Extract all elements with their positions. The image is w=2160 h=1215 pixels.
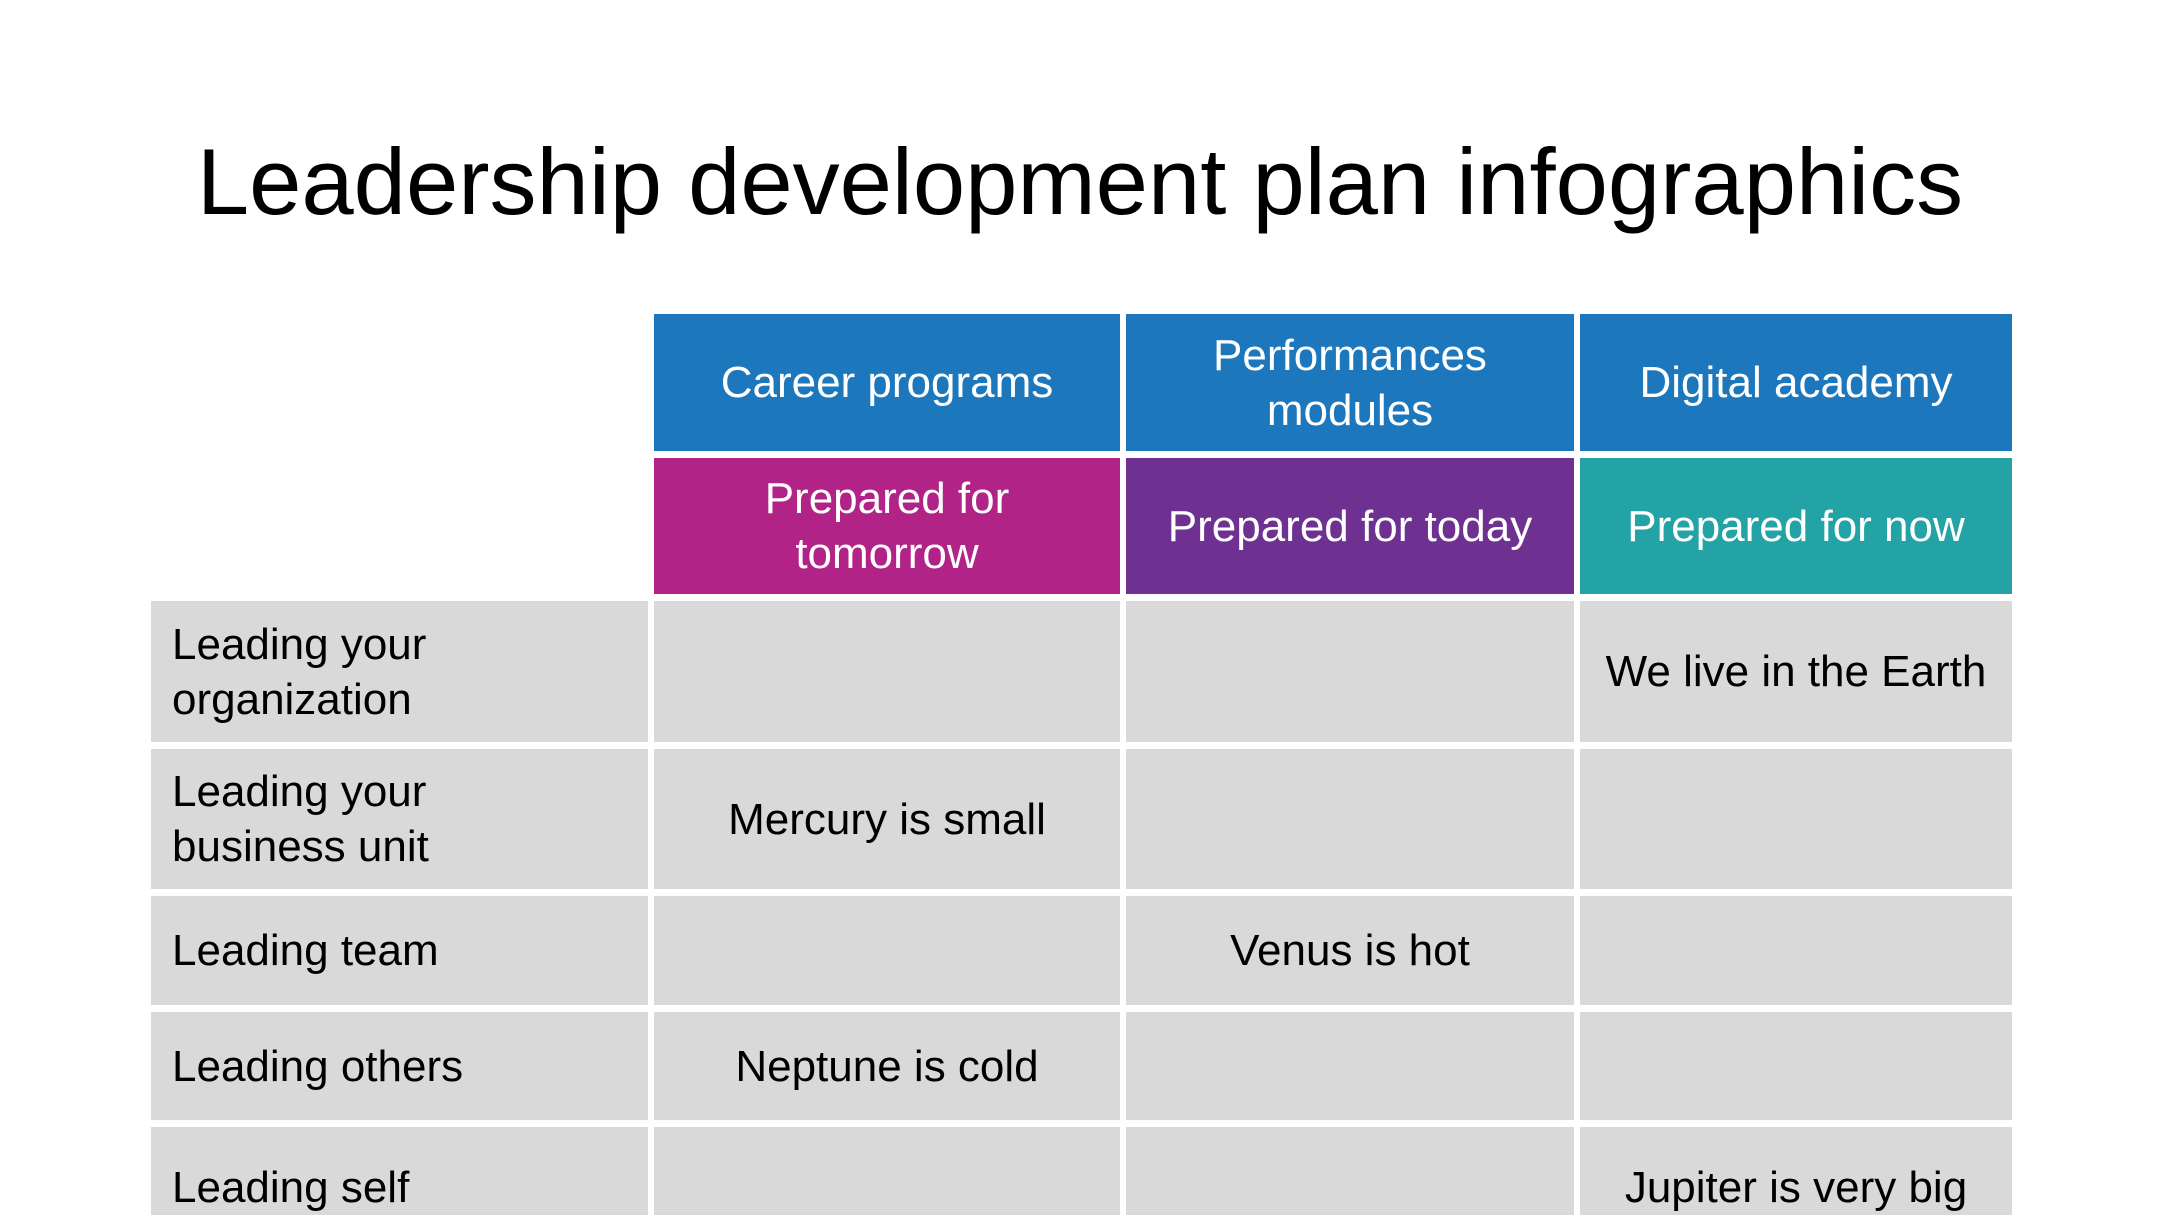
slide-title[interactable]: Leadership development plan infographics: [196, 129, 1964, 234]
development-plan-table: Career programs Performances modules Dig…: [151, 314, 2012, 1215]
row-label-leading-others[interactable]: Leading others: [151, 1012, 648, 1120]
matrix-cell-r2c1[interactable]: Mercury is small: [654, 749, 1120, 889]
subheader-prepared-for-tomorrow[interactable]: Prepared for tomorrow: [654, 458, 1120, 594]
column-header-career-programs[interactable]: Career programs: [654, 314, 1120, 451]
matrix-cell-r4c3[interactable]: [1580, 1012, 2012, 1120]
matrix-cell-r4c2[interactable]: [1126, 1012, 1574, 1120]
subheader-prepared-for-today[interactable]: Prepared for today: [1126, 458, 1574, 594]
matrix-cell-r2c2[interactable]: [1126, 749, 1574, 889]
row-label-leading-self[interactable]: Leading self: [151, 1127, 648, 1215]
matrix-cell-r1c3[interactable]: We live in the Earth: [1580, 601, 2012, 742]
matrix-cell-r3c1[interactable]: [654, 896, 1120, 1005]
corner-spacer: [151, 314, 648, 451]
corner-spacer: [151, 458, 648, 594]
matrix-cell-r3c3[interactable]: [1580, 896, 2012, 1005]
matrix-cell-r1c1[interactable]: [654, 601, 1120, 742]
matrix-cell-r5c3[interactable]: Jupiter is very big: [1580, 1127, 2012, 1215]
matrix-cell-r5c2[interactable]: [1126, 1127, 1574, 1215]
matrix-cell-r1c2[interactable]: [1126, 601, 1574, 742]
matrix-cell-r3c2[interactable]: Venus is hot: [1126, 896, 1574, 1005]
column-header-digital-academy[interactable]: Digital academy: [1580, 314, 2012, 451]
column-header-performances-modules[interactable]: Performances modules: [1126, 314, 1574, 451]
row-label-leading-team[interactable]: Leading team: [151, 896, 648, 1005]
subheader-prepared-for-now[interactable]: Prepared for now: [1580, 458, 2012, 594]
matrix-cell-r5c1[interactable]: [654, 1127, 1120, 1215]
matrix-cell-r4c1[interactable]: Neptune is cold: [654, 1012, 1120, 1120]
matrix-cell-r2c3[interactable]: [1580, 749, 2012, 889]
row-label-leading-your-business-unit[interactable]: Leading your business unit: [151, 749, 648, 889]
row-label-leading-your-organization[interactable]: Leading your organization: [151, 601, 648, 742]
